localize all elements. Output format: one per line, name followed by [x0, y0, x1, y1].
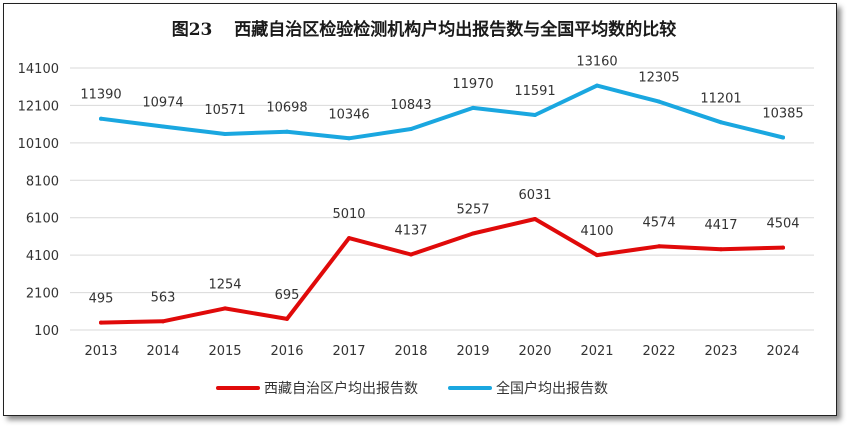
data-point: [719, 120, 723, 125]
chart-title: 图23 西藏自治区检验检测机构户均出报告数与全国平均数的比较: [172, 19, 677, 40]
data-point: [595, 253, 599, 258]
chart-title-text: 西藏自治区检验检测机构户均出报告数与全国平均数的比较: [234, 19, 676, 40]
data-label: 13160: [576, 55, 617, 70]
data-point: [471, 231, 475, 236]
data-point: [161, 124, 165, 129]
data-point: [471, 105, 475, 110]
data-point: [781, 135, 785, 140]
y-tick-label: 14100: [18, 62, 59, 77]
y-tick-label: 100: [34, 324, 59, 339]
series-lines: [99, 83, 785, 325]
y-tick-label: 10100: [18, 137, 59, 152]
legend-label: 全国户均出报告数: [496, 380, 608, 397]
x-tick-label: 2019: [456, 344, 489, 359]
data-point: [595, 83, 599, 88]
data-label: 563: [151, 290, 176, 305]
data-point: [161, 319, 165, 324]
data-label: 5010: [332, 207, 365, 222]
data-label: 10974: [142, 96, 183, 111]
data-point: [99, 320, 103, 325]
y-tick-label: 6100: [26, 212, 59, 227]
x-tick-label: 2015: [208, 344, 241, 359]
data-label: 10346: [328, 107, 369, 122]
data-point: [409, 126, 413, 131]
chart-title-prefix: 图23: [172, 20, 213, 40]
data-label: 10385: [762, 107, 803, 122]
data-label: 11970: [452, 77, 493, 92]
x-tick-label: 2016: [270, 344, 303, 359]
legend: 西藏自治区户均出报告数 全国户均出报告数: [216, 380, 608, 397]
y-tick-label: 8100: [26, 174, 59, 189]
data-label: 11591: [514, 84, 555, 99]
data-label: 4137: [394, 223, 427, 238]
series-line-tibet: [99, 217, 785, 325]
data-point: [285, 316, 289, 321]
data-point: [533, 112, 537, 117]
data-point: [781, 245, 785, 250]
y-tick-label: 2100: [26, 287, 59, 302]
x-tick-label: 2018: [394, 344, 427, 359]
data-label: 495: [89, 292, 114, 307]
gridlines: [70, 67, 814, 331]
data-point: [533, 217, 537, 222]
data-label: 695: [275, 288, 300, 303]
x-tick-label: 2014: [146, 344, 179, 359]
x-tick-label: 2024: [766, 344, 799, 359]
data-point: [719, 247, 723, 252]
data-point: [409, 252, 413, 257]
data-label: 11201: [700, 91, 741, 106]
data-point: [657, 99, 661, 104]
data-point: [285, 129, 289, 134]
x-tick-label: 2020: [518, 344, 551, 359]
data-label: 12305: [638, 71, 679, 86]
data-label: 4574: [642, 215, 675, 230]
data-label: 4100: [580, 224, 613, 239]
data-point: [223, 306, 227, 311]
data-label: 10843: [390, 98, 431, 113]
y-axis: 100 2100 4100 6100 8100 10100 12100 14100: [18, 62, 59, 339]
data-label: 4417: [704, 218, 737, 233]
series-line-national: [99, 83, 785, 141]
x-tick-label: 2017: [332, 344, 365, 359]
x-tick-label: 2013: [84, 344, 117, 359]
data-label: 1254: [208, 277, 241, 292]
x-tick-label: 2022: [642, 344, 675, 359]
data-point: [347, 236, 351, 241]
data-label: 11390: [80, 88, 121, 103]
y-tick-label: 4100: [26, 249, 59, 264]
chart-frame: [3, 3, 837, 416]
data-point: [223, 132, 227, 137]
data-label: 5257: [456, 202, 489, 217]
x-axis: 2013 2014 2015 2016 2017 2018 2019 2020 2021 2022…: [84, 344, 799, 359]
data-label: 6031: [518, 188, 551, 203]
data-point: [657, 244, 661, 249]
data-label: 10571: [204, 103, 245, 118]
data-point: [347, 136, 351, 141]
y-tick-label: 12100: [18, 99, 59, 114]
data-label: 4504: [766, 217, 799, 232]
data-label: 10698: [266, 101, 307, 116]
data-point: [99, 116, 103, 121]
legend-label: 西藏自治区户均出报告数: [264, 380, 418, 397]
x-tick-label: 2023: [704, 344, 737, 359]
x-tick-label: 2021: [580, 344, 613, 359]
data-labels: 495 563 1254 695 5010 4137 5257 6031 4100 4574 441…: [80, 55, 803, 307]
